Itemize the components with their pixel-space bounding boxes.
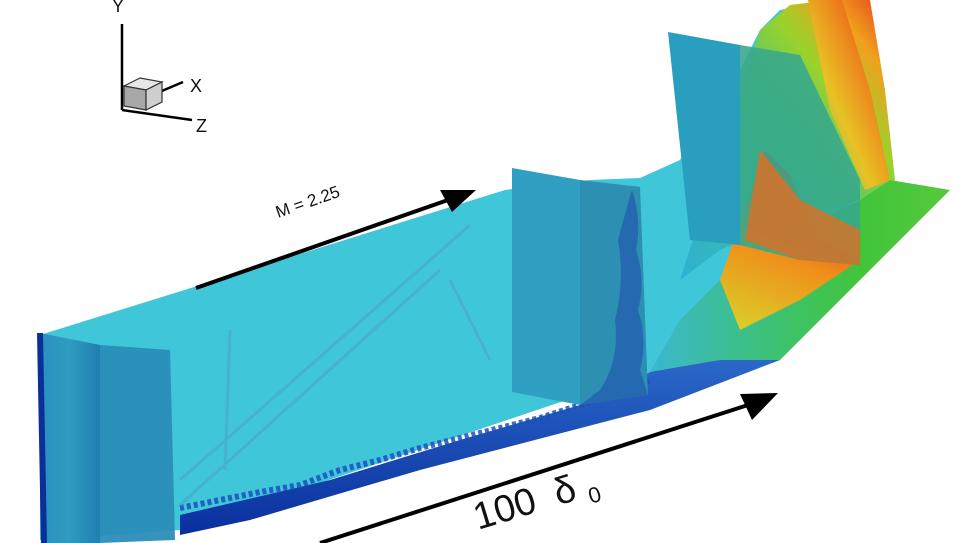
inlet-slab: [40, 333, 100, 543]
orientation-cube-icon: [122, 77, 164, 111]
side-wall-freestream: [40, 0, 880, 540]
axis-triad: Y X Z: [112, 0, 207, 136]
z-axis-label: Z: [196, 116, 207, 136]
y-axis-label: Y: [112, 0, 124, 16]
mach-number-label: M = 2.25: [273, 182, 342, 222]
boundary-layer: [180, 360, 780, 535]
flow-direction-arrow: [195, 190, 476, 290]
downstream-cut-hot: [745, 150, 860, 265]
inlet-slab-edge: [37, 332, 47, 543]
x-axis-label: X: [190, 76, 202, 96]
length-scale-symbol: δ: [549, 468, 582, 514]
downstream-cut-plane: [668, 32, 740, 245]
z-axis-line: [121, 108, 193, 122]
shock-hot-region: [808, 0, 890, 190]
mid-cut-turbulent-edge: [580, 190, 648, 405]
shock-lines: [178, 223, 492, 507]
length-scale-subscript: 0: [585, 481, 604, 508]
length-scale-value: 100: [468, 480, 541, 539]
mid-cut-plane: [512, 168, 580, 405]
flow-domain: [37, 0, 950, 543]
inlet-slab-second: [100, 345, 175, 543]
length-scale-arrow: [319, 393, 778, 543]
